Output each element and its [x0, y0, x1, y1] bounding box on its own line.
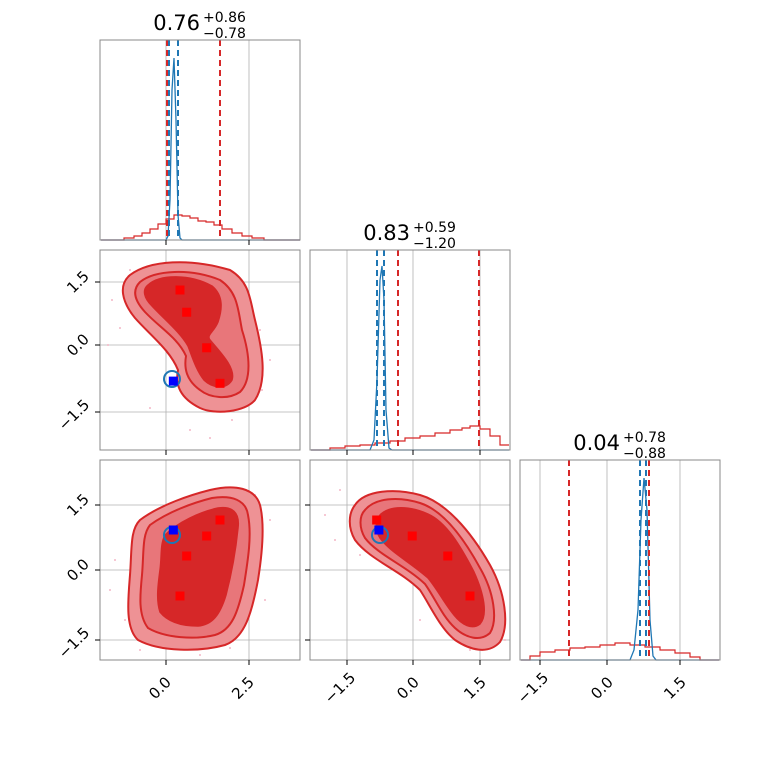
panel-hist-p2 — [519, 459, 721, 665]
panel-hist-p0 — [99, 39, 301, 245]
xtick-p0-2.5: 2.5 — [228, 673, 258, 703]
title-p2-value: 0.04 — [573, 431, 620, 455]
panel-2d-p0-p1 — [95, 249, 301, 455]
ytick-p1-m1.5: −1.5 — [55, 396, 93, 434]
red-marker-01-1 — [182, 307, 192, 317]
ytick-p1-0.0: 0.0 — [63, 330, 93, 360]
blue-marker-p1-p2 — [374, 525, 384, 535]
xtick-p2-m1.5: −1.5 — [514, 669, 552, 707]
red-marker-02-1 — [182, 551, 192, 561]
xtick-p0-0.0: 0.0 — [145, 673, 175, 703]
red-markers-p0-p2 — [175, 515, 225, 601]
panel-2d-p1-p2 — [305, 459, 511, 665]
xtick-p1-1.5: 1.5 — [460, 673, 490, 703]
red-marker-02-3 — [215, 515, 225, 525]
ytick-p2-0.0: 0.0 — [63, 555, 93, 585]
hist-blue-p2 — [521, 477, 719, 661]
hist-blue-p1 — [311, 265, 509, 451]
blue-marker-01 — [168, 376, 178, 386]
blue-marker-p0-p1 — [168, 376, 178, 386]
title-p2-plus: +0.78 — [623, 430, 666, 446]
title-p0: 0.76 +0.86 −0.78 — [153, 10, 246, 42]
title-p0-plus: +0.86 — [203, 10, 246, 26]
title-p1-value: 0.83 — [363, 221, 410, 245]
red-marker-12-2 — [407, 531, 417, 541]
panel-hist-p1 — [309, 249, 511, 455]
red-marker-02-2 — [202, 531, 212, 541]
red-marker-12-3 — [372, 515, 382, 525]
red-markers-p1-p2 — [372, 515, 475, 601]
title-p1-plus: +0.59 — [413, 220, 456, 236]
red-marker-12-1 — [443, 551, 453, 561]
xtick-p1-m1.5: −1.5 — [321, 669, 359, 707]
ytick-p2-1.5: 1.5 — [63, 490, 93, 520]
title-p2: 0.04 +0.78 −0.88 — [573, 430, 666, 462]
red-marker-01-3 — [215, 378, 225, 388]
red-marker-01-2 — [202, 343, 212, 353]
title-p0-minus: −0.78 — [203, 26, 246, 42]
red-marker-12-0 — [465, 591, 475, 601]
ytick-p1-1.5: 1.5 — [63, 267, 93, 297]
xtick-p2-1.5: 1.5 — [660, 673, 690, 703]
contour-blue-p0-p1 — [163, 370, 181, 388]
red-marker-02-0 — [175, 591, 185, 601]
red-markers-p0-p1 — [175, 285, 225, 388]
title-p1-minus: −1.20 — [413, 236, 456, 252]
hist-red-p2 — [521, 642, 719, 661]
blue-marker-02 — [168, 525, 178, 535]
red-marker-01-0 — [175, 285, 185, 295]
title-p1: 0.83 +0.59 −1.20 — [363, 220, 456, 252]
blue-marker-p0-p2 — [168, 525, 178, 535]
blue-marker-12 — [374, 525, 384, 535]
ytick-p2-m1.5: −1.5 — [55, 624, 93, 662]
xtick-p2-0.0: 0.0 — [587, 673, 617, 703]
title-p0-value: 0.76 — [153, 11, 200, 35]
hist-red-p0 — [101, 214, 300, 241]
panel-2d-p0-p2 — [95, 459, 301, 665]
scatter-p0-p2 — [109, 494, 271, 656]
contour-p0-p1-inner — [143, 276, 234, 388]
hist-red-p1 — [311, 425, 509, 451]
hist-blue-p0 — [101, 57, 300, 241]
title-p2-minus: −0.88 — [623, 446, 666, 462]
svg-text:0.76: 0.76 — [153, 11, 200, 35]
xtick-p1-0.0: 0.0 — [393, 673, 423, 703]
